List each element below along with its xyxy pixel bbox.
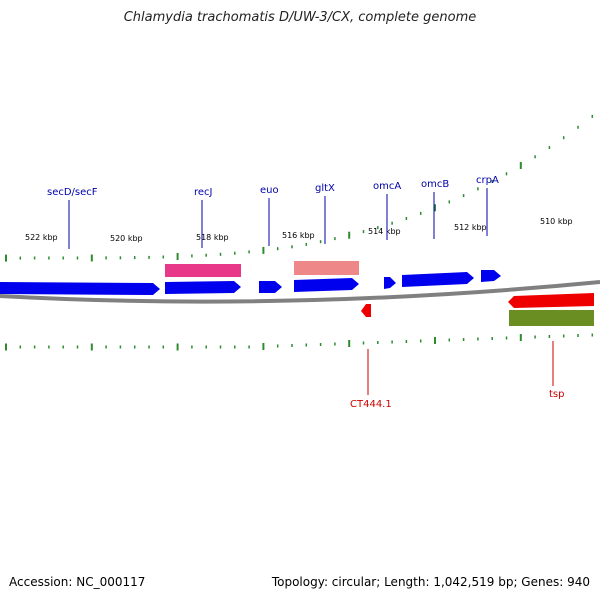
gene-label-omcB[interactable]: omcB bbox=[421, 179, 449, 190]
gene-label-crpA[interactable]: crpA bbox=[476, 175, 499, 186]
gene-label-recJ[interactable]: recJ bbox=[194, 187, 213, 198]
feature-salmon[interactable] bbox=[294, 261, 359, 275]
gene-crpA[interactable] bbox=[481, 270, 501, 282]
map-title: Chlamydia trachomatis D/UW-3/CX, complet… bbox=[123, 10, 477, 25]
scale-label-520: 520 kbp bbox=[110, 234, 143, 243]
feature-olive[interactable] bbox=[509, 310, 594, 326]
scale-label-518: 518 kbp bbox=[196, 233, 229, 242]
gene-CT444-1[interactable] bbox=[361, 304, 371, 317]
gene-label-euo[interactable]: euo bbox=[260, 185, 279, 196]
scale-label-510: 510 kbp bbox=[540, 217, 573, 226]
gene-omcA[interactable] bbox=[384, 277, 396, 289]
gene-gltX[interactable] bbox=[294, 278, 359, 292]
gene-tsp[interactable] bbox=[508, 293, 594, 308]
tick-row-lower bbox=[5, 333, 594, 351]
genome-summary: Topology: circular; Length: 1,042,519 bp… bbox=[271, 575, 590, 589]
gene-euo[interactable] bbox=[259, 281, 282, 293]
feature-pink[interactable] bbox=[165, 264, 241, 277]
gene-recJ[interactable] bbox=[165, 281, 241, 294]
forward-gene-track bbox=[0, 270, 501, 295]
scale-label-512: 512 kbp bbox=[454, 223, 487, 232]
gene-label-omcA[interactable]: omcA bbox=[373, 181, 401, 192]
gene-secD-secF[interactable] bbox=[0, 282, 160, 295]
gene-label-tsp[interactable]: tsp bbox=[549, 389, 564, 400]
tick-row-upper bbox=[5, 114, 594, 262]
gene-label-gltX[interactable]: gltX bbox=[315, 183, 335, 194]
genome-backbone bbox=[0, 280, 600, 304]
gene-label-secD-secF[interactable]: secD/secF bbox=[47, 187, 98, 198]
accession-label: Accession: NC_000117 bbox=[9, 575, 146, 589]
upper-leader-lines bbox=[68, 188, 488, 249]
gene-omcB[interactable] bbox=[402, 272, 474, 287]
scale-label-516: 516 kbp bbox=[282, 231, 315, 240]
scale-label-514: 514 kbp bbox=[368, 227, 401, 236]
lower-leader-lines bbox=[367, 341, 554, 395]
gene-label-CT444-1[interactable]: CT444.1 bbox=[350, 399, 392, 410]
scale-label-522: 522 kbp bbox=[25, 233, 58, 242]
